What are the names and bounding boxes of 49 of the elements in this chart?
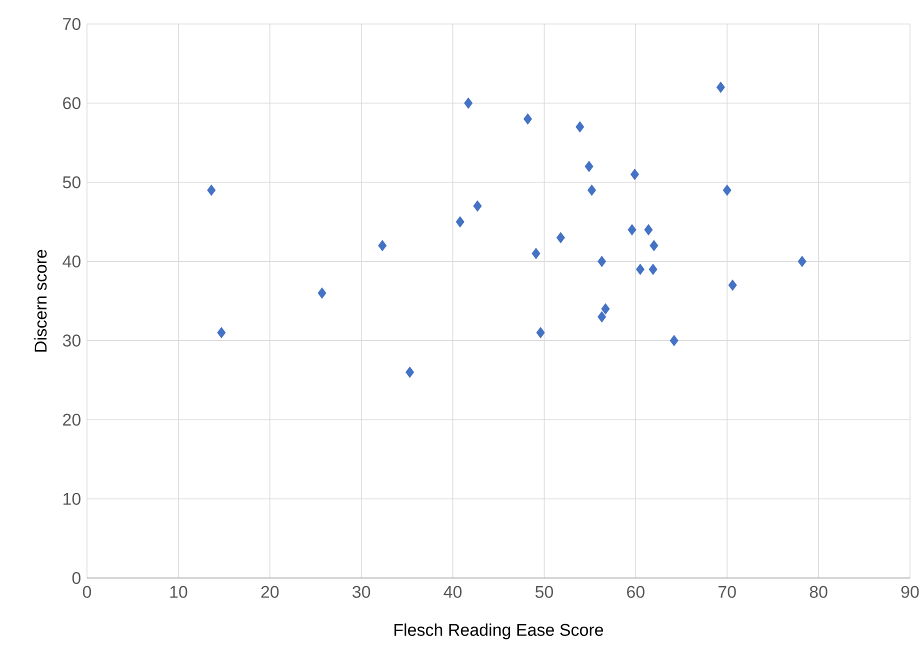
x-axis-title: Flesch Reading Ease Score [394,623,604,640]
y-tick-label: 40 [62,255,80,268]
point [405,366,414,378]
point [456,216,464,228]
x-tick-label: 80 [810,586,828,598]
x-tick-label: 0 [82,586,92,598]
point [584,160,594,172]
point [598,256,606,268]
point [798,256,806,268]
point [587,184,596,196]
point [628,224,636,236]
point [318,287,326,299]
point [473,200,482,212]
point [670,334,678,346]
point [598,311,606,323]
point [207,184,216,196]
point [636,264,645,276]
x-tick-label: 30 [352,586,370,598]
point [650,240,658,252]
x-tick-label: 40 [444,586,462,598]
x-tick-label: 90 [901,586,919,598]
y-tick-label: 30 [62,334,80,347]
y-tick-label: 60 [63,97,80,110]
y-tick-label: 50 [62,176,80,188]
x-tick-label: 10 [170,586,188,598]
point [556,232,565,244]
point [648,264,658,276]
point [532,248,540,260]
y-tick-label: 20 [63,414,80,426]
y-tick-label: 10 [64,492,80,505]
point [728,279,737,291]
point [630,168,640,180]
x-tick-label: 60 [627,586,644,598]
point [716,82,726,93]
x-tick-label: 20 [261,586,279,598]
point [536,326,545,338]
point [523,113,532,125]
y-tick-label: 0 [72,572,80,584]
point [722,184,732,196]
point [217,326,226,338]
point [601,303,610,315]
x-tick-label: 70 [718,586,736,598]
point [378,240,387,252]
point [576,121,584,133]
point [644,224,653,236]
y-axis-title: Discern score [34,250,47,352]
x-tick-label: 50 [535,586,554,598]
point [464,97,473,109]
y-tick-label: 70 [63,18,80,30]
